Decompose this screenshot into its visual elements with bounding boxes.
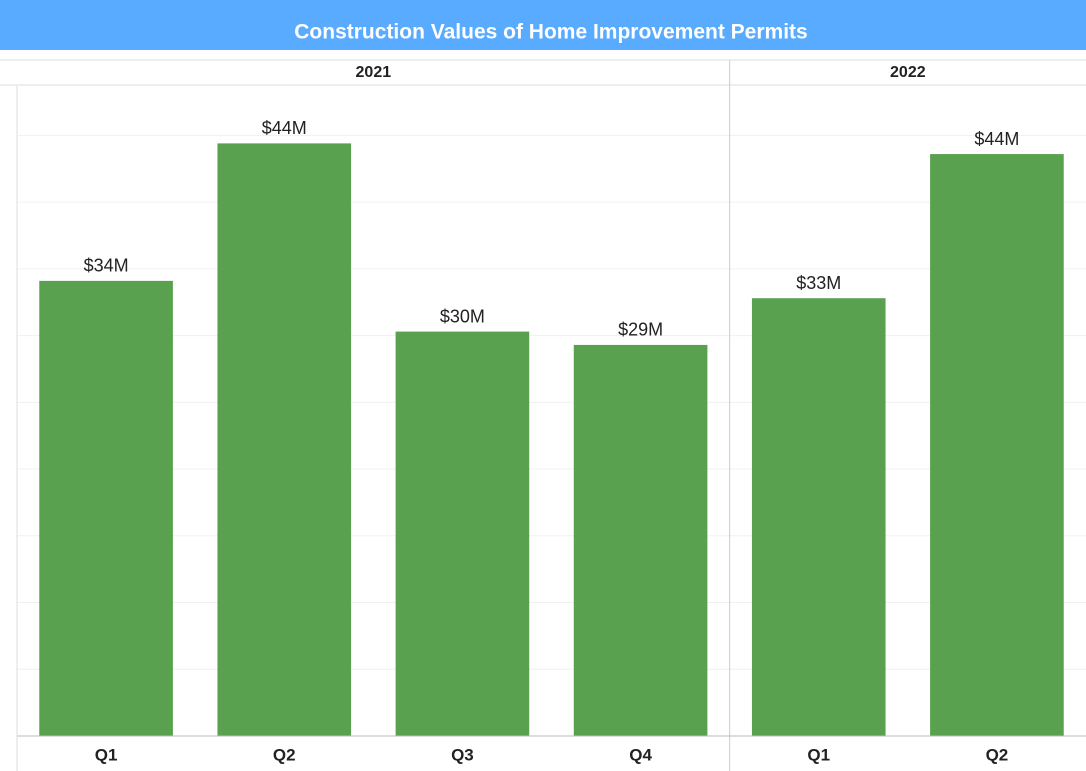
value-label: $30M [440,306,485,326]
bar [573,344,708,736]
value-label: $34M [84,256,129,276]
value-label: $29M [618,320,663,340]
bar [395,331,530,736]
year-label: 2022 [890,64,926,81]
value-label: $33M [796,273,841,293]
x-tick-label: Q2 [273,745,296,764]
bar [39,280,173,736]
value-label: $44M [974,129,1019,149]
year-label: 2021 [356,64,392,81]
bar [217,143,352,736]
chart-title: Construction Values of Home Improvement … [294,21,807,44]
value-label: $44M [262,118,307,138]
x-tick-label: Q1 [807,745,830,764]
x-tick-label: Q2 [986,745,1009,764]
title-bar [0,0,1086,50]
x-tick-label: Q1 [95,745,118,764]
bar [930,154,1064,736]
x-tick-label: Q3 [451,745,474,764]
bar [751,298,886,736]
x-tick-label: Q4 [629,745,652,764]
